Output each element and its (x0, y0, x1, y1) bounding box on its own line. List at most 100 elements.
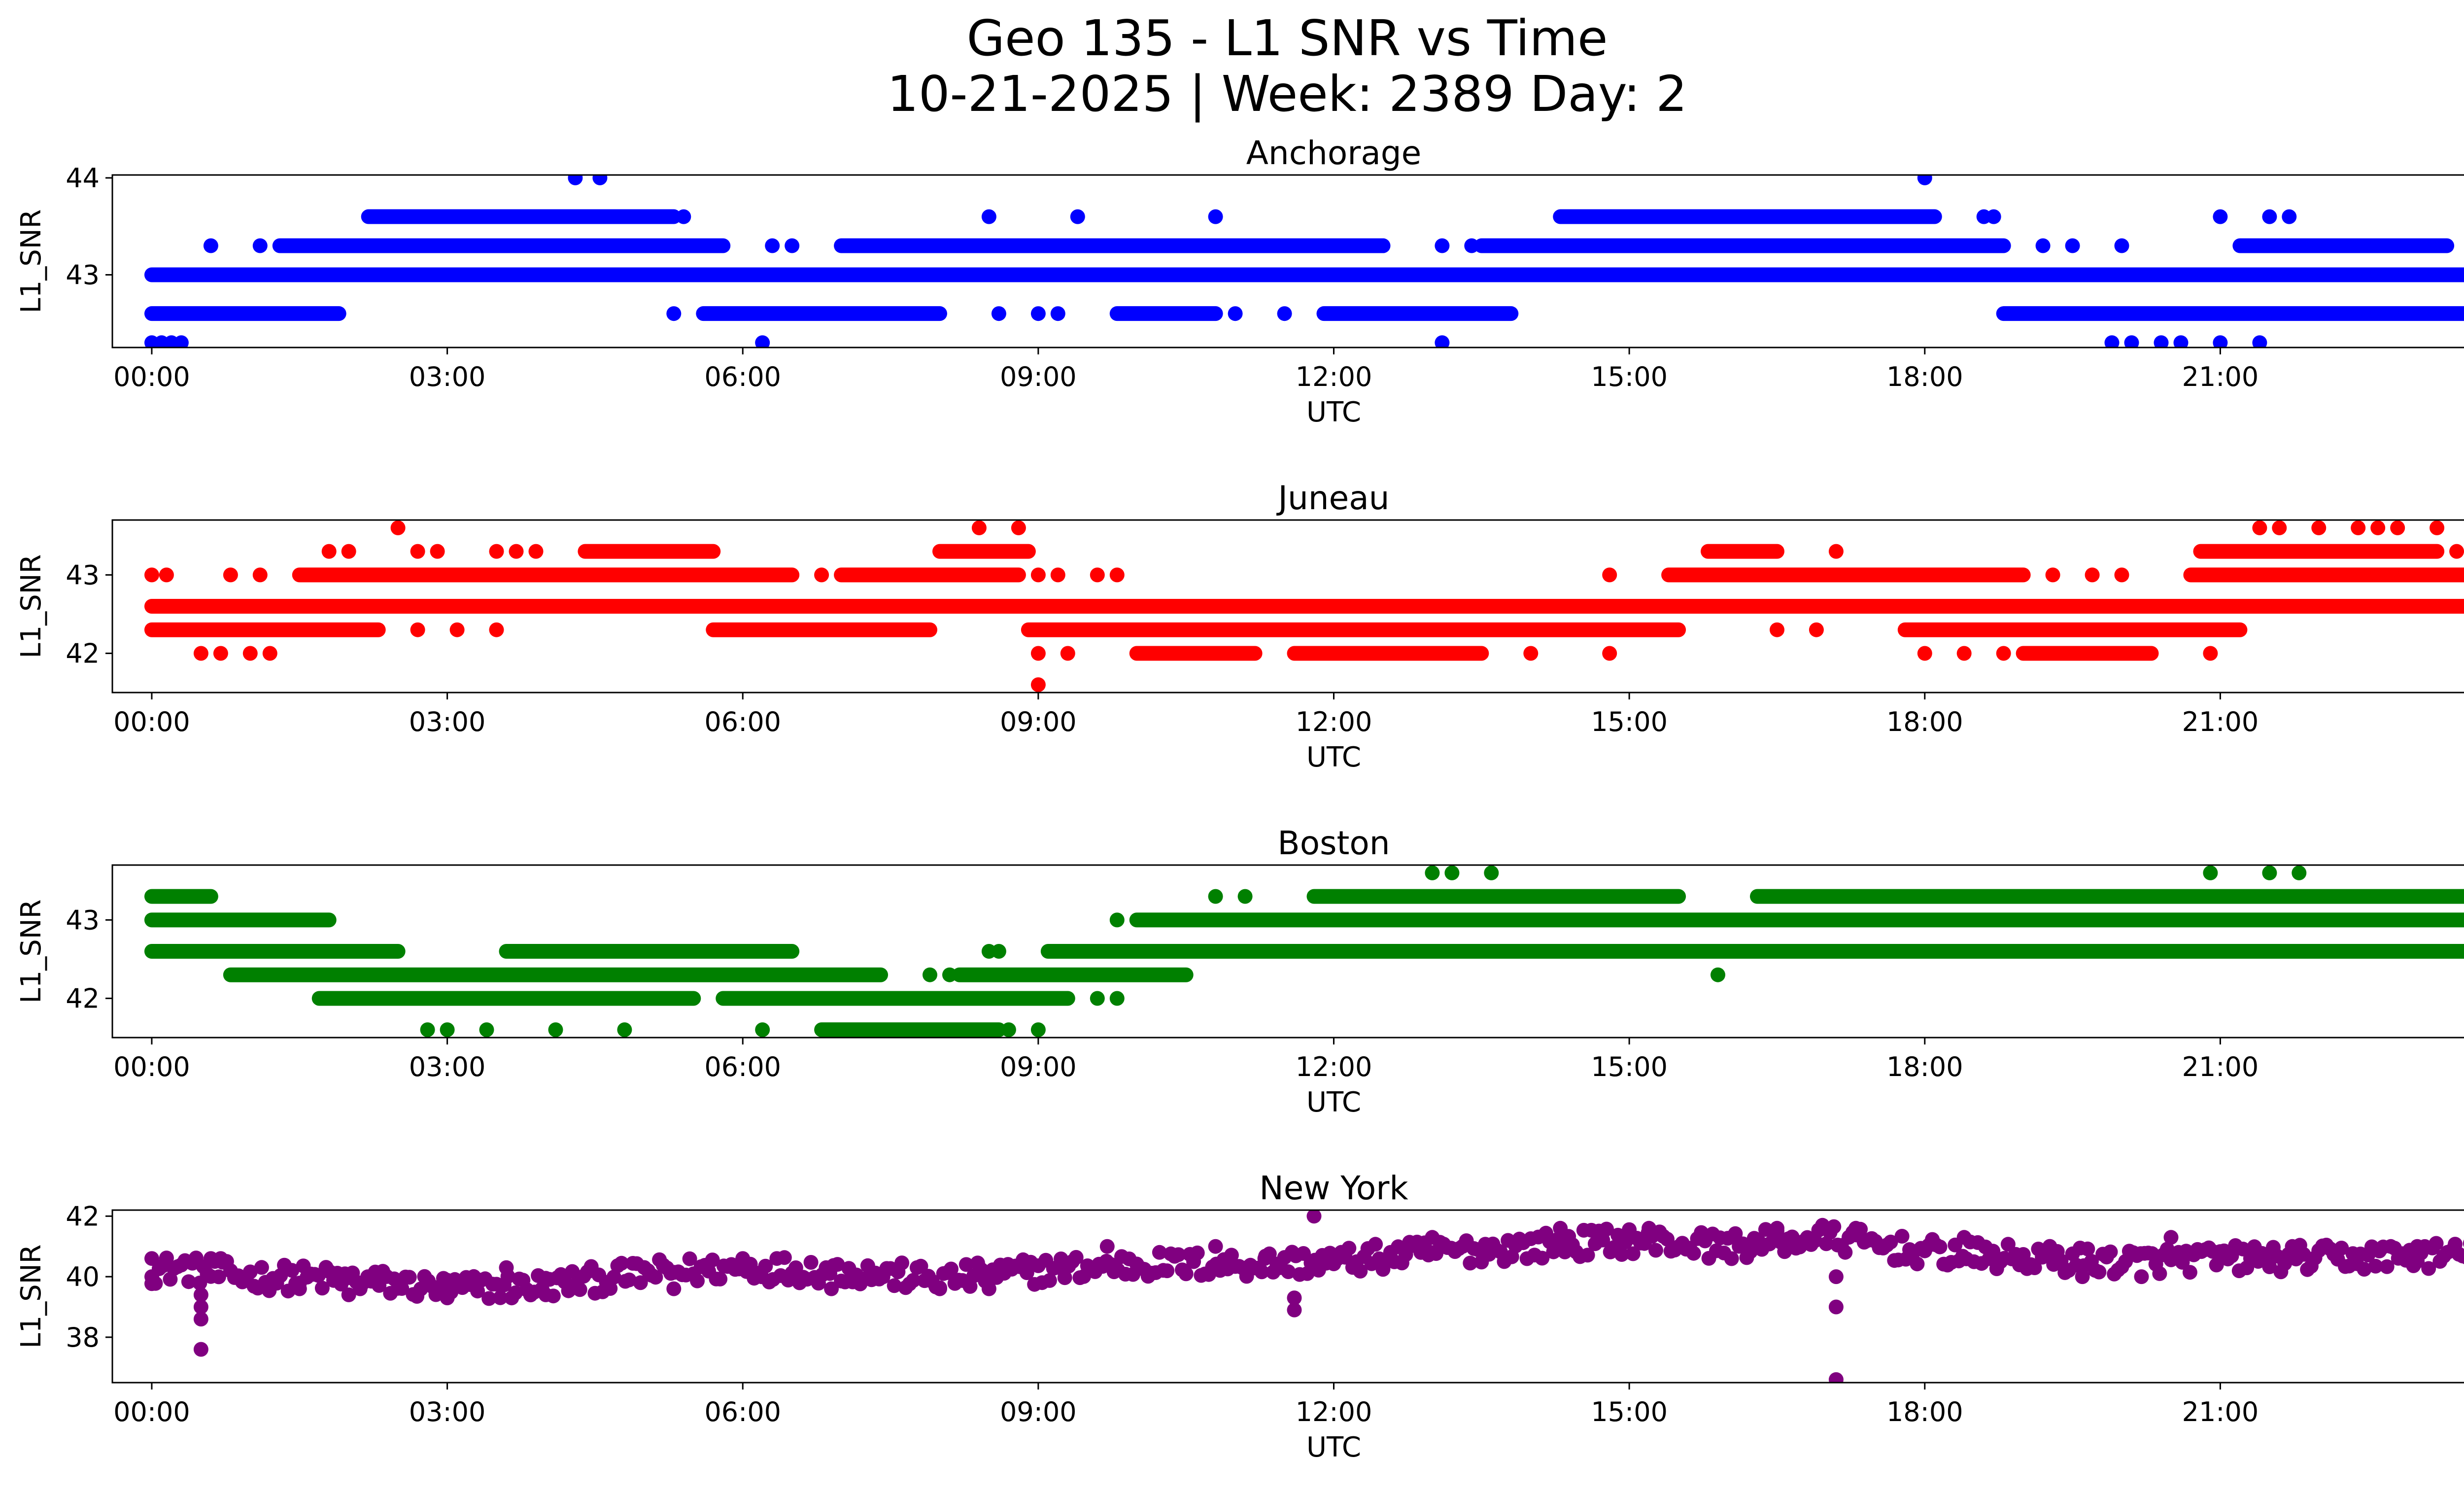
data-point (2027, 1260, 2042, 1275)
data-point (1614, 1247, 1629, 1262)
data-point (538, 1287, 553, 1302)
data-point (2213, 209, 2228, 224)
data-point (252, 238, 268, 253)
data-point (1894, 1229, 1910, 1244)
data-point (493, 1290, 508, 1305)
data-point (430, 544, 445, 559)
data-point (2182, 1265, 2197, 1280)
data-point (410, 544, 425, 559)
data-point (1070, 209, 1085, 224)
data-point (1553, 1220, 1568, 1236)
data-point (603, 1281, 618, 1296)
subplot-new-york: New York 00:00 03:00 06:00 09:00 12:00 15:00 18… (15, 1169, 2464, 1463)
data-point (2252, 520, 2267, 535)
data-point (1784, 1229, 1800, 1245)
data-point (144, 1269, 159, 1285)
data-point (2334, 1241, 2349, 1255)
data-point (1883, 1234, 1898, 1250)
data-point (508, 1285, 523, 1300)
y-axis-label: L1_SNR (15, 899, 47, 1003)
data-point (1838, 1245, 1853, 1260)
figure-title-line2: 10-21-2025 | Week: 2389 Day: 2 (887, 65, 1687, 123)
data-point (2410, 1239, 2425, 1254)
data-point (254, 1260, 269, 1275)
data-point (1828, 1269, 1844, 1285)
data-point (824, 1281, 839, 1296)
data-point (2449, 544, 2464, 559)
data-point (2357, 1262, 2372, 1277)
data-series-juneau (144, 520, 2464, 693)
data-point (2203, 646, 2218, 661)
data-point (735, 1251, 751, 1266)
data-point (390, 520, 406, 535)
data-point (2163, 1230, 2179, 1245)
data-point (1711, 967, 1725, 982)
data-point (2272, 520, 2287, 535)
data-point (1109, 912, 1125, 928)
data-point (2429, 1236, 2444, 1251)
x-tick-label: 12:00 (1296, 706, 1372, 737)
data-point (1602, 567, 1617, 583)
data-point (1599, 1221, 1614, 1237)
x-tick-label: 03:00 (409, 361, 486, 392)
data-point (2311, 520, 2327, 535)
data-point (830, 1257, 845, 1272)
data-point (1030, 646, 1046, 661)
x-tick-label: 06:00 (704, 1051, 781, 1082)
data-point (913, 1258, 928, 1274)
data-point (1109, 567, 1125, 583)
data-point (2213, 335, 2228, 348)
data-point (1068, 1250, 1084, 1265)
data-point (479, 1022, 494, 1038)
x-tick-label: 21:00 (2182, 706, 2259, 737)
data-point (1686, 1246, 1701, 1261)
data-point (1228, 306, 1243, 321)
data-point (572, 1282, 587, 1297)
data-point (1758, 1222, 1773, 1237)
x-tick-label: 00:00 (113, 706, 190, 737)
data-point (755, 335, 770, 348)
data-point (633, 1275, 648, 1290)
data-point (1435, 335, 1450, 348)
data-point (292, 1281, 307, 1296)
data-point (2292, 865, 2307, 880)
y-tick-label: 42 (66, 983, 100, 1014)
data-point (755, 1022, 770, 1038)
data-point (621, 1272, 637, 1287)
data-point (1724, 1251, 1739, 1266)
data-point (1848, 1220, 1863, 1236)
data-point (223, 567, 238, 583)
data-point (2203, 865, 2218, 880)
data-point (1001, 1022, 1016, 1038)
data-point (565, 1264, 580, 1279)
data-point (1341, 1241, 1357, 1256)
data-point (991, 944, 1006, 959)
data-point (1208, 889, 1223, 904)
data-point (1042, 1273, 1057, 1288)
data-point (1828, 1299, 1844, 1315)
data-point (578, 267, 593, 282)
x-tick-label: 09:00 (1000, 1051, 1077, 1082)
data-point (2282, 209, 2297, 224)
data-point (894, 1255, 910, 1271)
data-point (617, 1022, 632, 1038)
data-point (1011, 520, 1026, 535)
data-point (944, 1261, 958, 1277)
data-point (1030, 567, 1046, 583)
x-tick-label: 18:00 (1886, 706, 1963, 737)
data-point (932, 1281, 947, 1296)
x-tick-label: 15:00 (1591, 706, 1668, 737)
data-point (2463, 1239, 2464, 1248)
x-tick-label: 15:00 (1591, 1396, 1668, 1427)
data-point (1152, 1245, 1167, 1260)
x-tick-label: 12:00 (1296, 1051, 1372, 1082)
data-point (2091, 1264, 2107, 1280)
data-point (1287, 1302, 1302, 1318)
data-point (1444, 865, 1460, 880)
data-point (1642, 1220, 1657, 1236)
y-axis-label: L1_SNR (15, 209, 47, 313)
data-point (1109, 991, 1125, 1006)
data-point (2104, 335, 2120, 348)
subplot-boston: Boston 00:00 03:00 06:00 09:00 12:00 15:00 18:0… (15, 824, 2464, 1118)
